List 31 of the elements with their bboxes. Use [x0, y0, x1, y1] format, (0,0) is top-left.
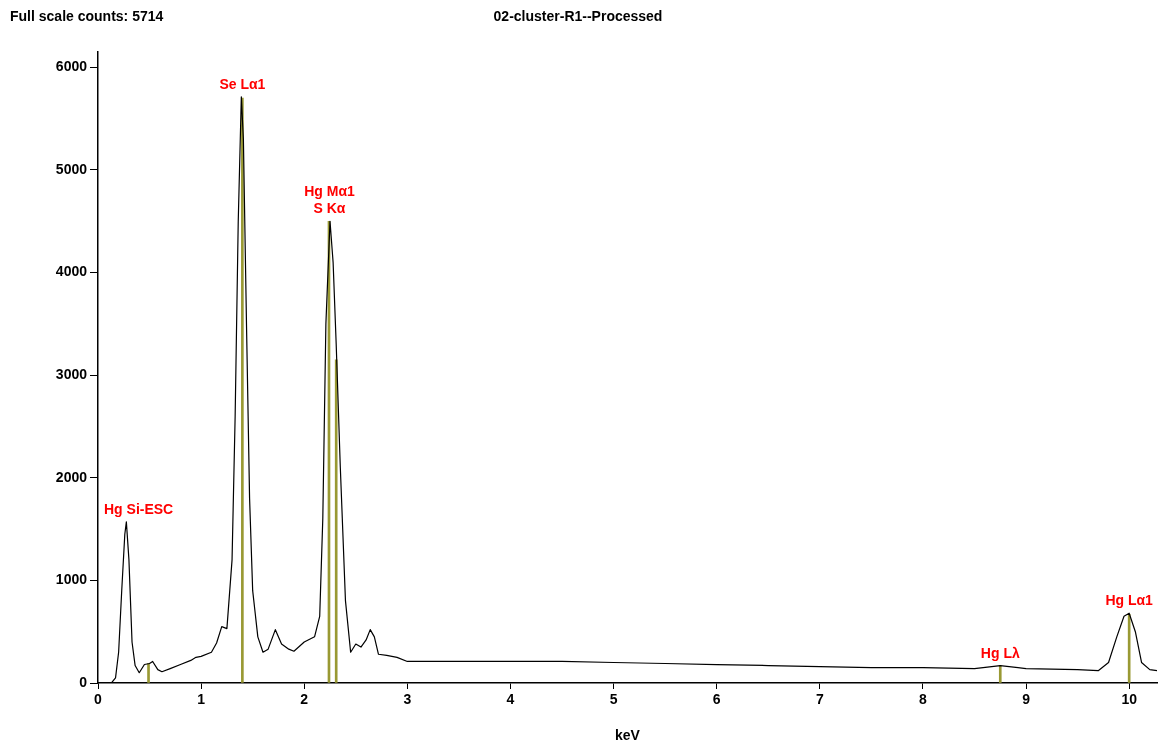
text: Full scale counts: 5714: [10, 7, 164, 24]
y-tick-label: 3000: [55, 366, 88, 383]
x-tick-label: 10: [1121, 691, 1138, 708]
x-tick-label: 3: [403, 691, 412, 708]
annotation: Se Lα1: [219, 75, 266, 92]
x-tick-label: 6: [712, 691, 721, 708]
bar: [241, 97, 244, 683]
x-axis-title: keV: [615, 727, 641, 744]
x-tick-label: 5: [609, 691, 618, 708]
annotation: Hg Si-ESC: [104, 500, 174, 517]
annotation: Hg Lα1: [1105, 592, 1154, 609]
x-tick-label: 9: [1022, 691, 1031, 708]
chart-title: 02-cluster-R1--Processed: [493, 7, 663, 24]
x-tick-label: 0: [94, 691, 103, 708]
x-tick-label: 8: [919, 691, 928, 708]
y-tick-label: 2000: [55, 468, 88, 485]
y-tick-label: 0: [79, 673, 88, 690]
y-tick-label: 1000: [55, 571, 88, 588]
x-tick-label: 4: [506, 691, 515, 708]
annotation: Hg Lλ: [980, 644, 1020, 661]
annotation: Hg Mα1: [304, 183, 356, 200]
bar: [147, 663, 150, 683]
x-tick-label: 1: [197, 691, 206, 708]
bar: [998, 665, 1002, 683]
annotation: S Kα: [313, 200, 346, 217]
y-tick-label: 4000: [55, 263, 88, 280]
y-tick-label: 5000: [55, 160, 88, 177]
x-tick-label: 2: [300, 691, 309, 708]
bar: [334, 359, 338, 683]
x-tick-label: 7: [815, 691, 824, 708]
y-tick-label: 6000: [55, 58, 88, 75]
